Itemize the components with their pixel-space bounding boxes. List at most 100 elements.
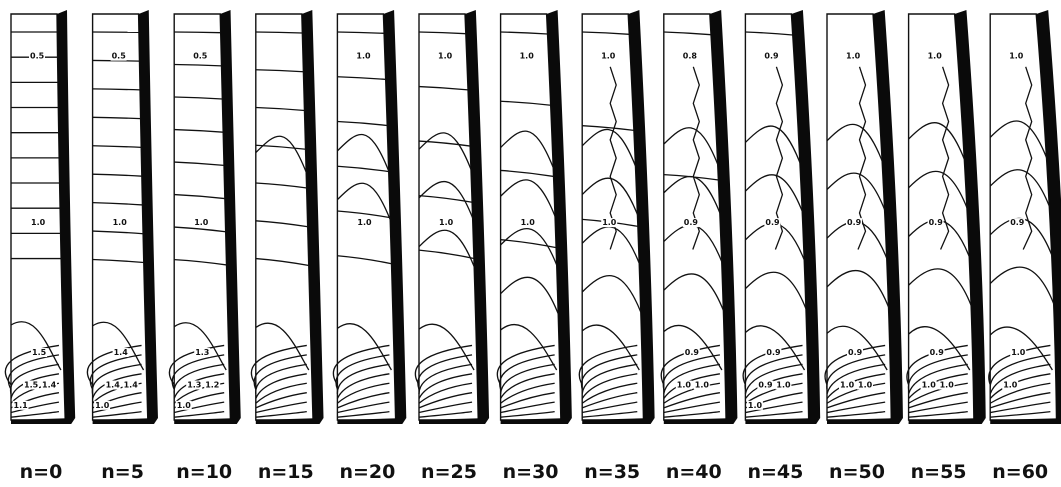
contour-line bbox=[581, 226, 640, 264]
contour-line bbox=[581, 392, 638, 409]
contour-line bbox=[744, 271, 807, 309]
contour-line bbox=[940, 66, 950, 250]
contour-value-label: 0.9 bbox=[929, 218, 944, 227]
contour-line bbox=[1022, 66, 1033, 250]
contour-line bbox=[414, 344, 473, 385]
contour-line bbox=[255, 322, 310, 371]
contour-line bbox=[663, 31, 711, 36]
contour-line bbox=[663, 127, 719, 165]
contour-label-bg bbox=[518, 51, 535, 61]
contour-line bbox=[660, 344, 720, 385]
contour-line bbox=[663, 410, 720, 418]
contour-line bbox=[255, 257, 310, 267]
contour-line bbox=[989, 382, 1051, 404]
contour-line bbox=[500, 169, 554, 178]
panel-base bbox=[827, 418, 903, 424]
contour-line bbox=[418, 392, 473, 409]
panel-0: 0.51.01.51.5 1.41.1n=0 bbox=[4, 10, 76, 483]
contour-line bbox=[744, 363, 803, 395]
contour-value-label: 1.0 bbox=[520, 52, 535, 61]
contour-line bbox=[418, 373, 473, 399]
contour-label-bg bbox=[23, 380, 39, 390]
contour-value-label: 1.0 bbox=[194, 218, 209, 227]
contour-line bbox=[337, 31, 385, 34]
contour-line bbox=[418, 181, 474, 219]
contour-line bbox=[4, 344, 60, 386]
contour-value-label: 1.0 bbox=[840, 381, 855, 390]
contour-line bbox=[500, 276, 559, 314]
contour-label-bg bbox=[845, 51, 861, 61]
contour-line bbox=[989, 120, 1048, 158]
contour-label-bg bbox=[920, 380, 937, 390]
contour-label-bg bbox=[438, 218, 454, 228]
contour-line bbox=[990, 401, 1051, 414]
panel-n-label: n=10 bbox=[176, 461, 232, 483]
contour-value-label: 0.8 bbox=[683, 52, 698, 61]
contour-value-label: 0.9 bbox=[847, 218, 862, 227]
panel-base bbox=[745, 418, 821, 424]
panel-n-label: n=50 bbox=[829, 461, 885, 483]
contour-line bbox=[174, 128, 224, 133]
contour-value-label: 1.0 bbox=[1011, 348, 1026, 357]
panel-2: 0.5 1.0 1.3 1.3 1.2 1.0 n=10 bbox=[168, 10, 241, 483]
contour-line bbox=[500, 31, 548, 35]
contour-line bbox=[92, 321, 145, 371]
contour-line bbox=[92, 258, 144, 264]
panel-body bbox=[826, 13, 892, 421]
contour-line bbox=[581, 177, 639, 215]
contour-line bbox=[582, 410, 638, 418]
panel-wall bbox=[138, 10, 158, 420]
contour-line bbox=[826, 269, 890, 308]
panel-base bbox=[11, 418, 76, 424]
contour-label-bg bbox=[1009, 218, 1026, 228]
panel-8: 0.8 0.9 0.9 1.0 1.0 n=40 bbox=[660, 10, 738, 483]
panel-n-label: n=15 bbox=[258, 461, 314, 483]
contour-line bbox=[908, 326, 971, 371]
panel-base bbox=[500, 418, 572, 424]
contour-value-label: 0.9 bbox=[765, 218, 780, 227]
contour-line bbox=[174, 161, 225, 167]
panel-4: 1.0 1.0 n=20 bbox=[332, 10, 407, 483]
contour-value-label: 1.0 bbox=[601, 52, 616, 61]
contour-line bbox=[174, 226, 226, 233]
contour-line bbox=[989, 169, 1050, 207]
contour-value-label: 1.0 bbox=[858, 381, 873, 390]
panel-wall bbox=[465, 10, 490, 420]
panel-base bbox=[908, 418, 986, 424]
panel-base bbox=[582, 418, 655, 424]
contour-line bbox=[826, 363, 886, 395]
contour-value-label: 1.4 bbox=[106, 381, 121, 390]
contour-line bbox=[500, 410, 555, 418]
contour-value-label: 0.9 bbox=[764, 52, 779, 61]
contour-line bbox=[255, 106, 305, 112]
contour-line bbox=[989, 392, 1051, 409]
contour-line bbox=[744, 325, 806, 371]
contour-value-label: 1.0 bbox=[177, 401, 192, 410]
contour-label-bg bbox=[601, 218, 618, 228]
contour-label-bg bbox=[857, 380, 873, 390]
contour-line bbox=[418, 31, 466, 35]
contour-line bbox=[418, 363, 473, 394]
contour-line bbox=[663, 392, 720, 409]
contour-line bbox=[171, 354, 225, 390]
contour-label-bg bbox=[927, 218, 944, 228]
contour-label-bg bbox=[1010, 348, 1027, 358]
contour-label-bg bbox=[763, 51, 780, 61]
panel-n-label: n=60 bbox=[992, 461, 1048, 483]
contour-line bbox=[92, 230, 144, 235]
contour-label-bg bbox=[192, 51, 209, 61]
panel-wall bbox=[1036, 10, 1061, 420]
contour-line bbox=[581, 274, 642, 313]
contour-line bbox=[173, 322, 227, 371]
contour-line bbox=[250, 344, 307, 386]
panel-wall bbox=[383, 10, 407, 420]
contour-line bbox=[337, 323, 392, 371]
contour-line bbox=[337, 76, 386, 81]
contour-value-label: 1.0 bbox=[357, 218, 372, 227]
panel-12: 1.0 0.9 1.0 1.0 n=60 bbox=[988, 10, 1061, 483]
contour-label-bg bbox=[839, 380, 855, 390]
contour-line bbox=[255, 373, 307, 399]
contour-line bbox=[989, 266, 1055, 304]
panel-n-label: n=25 bbox=[421, 461, 477, 483]
